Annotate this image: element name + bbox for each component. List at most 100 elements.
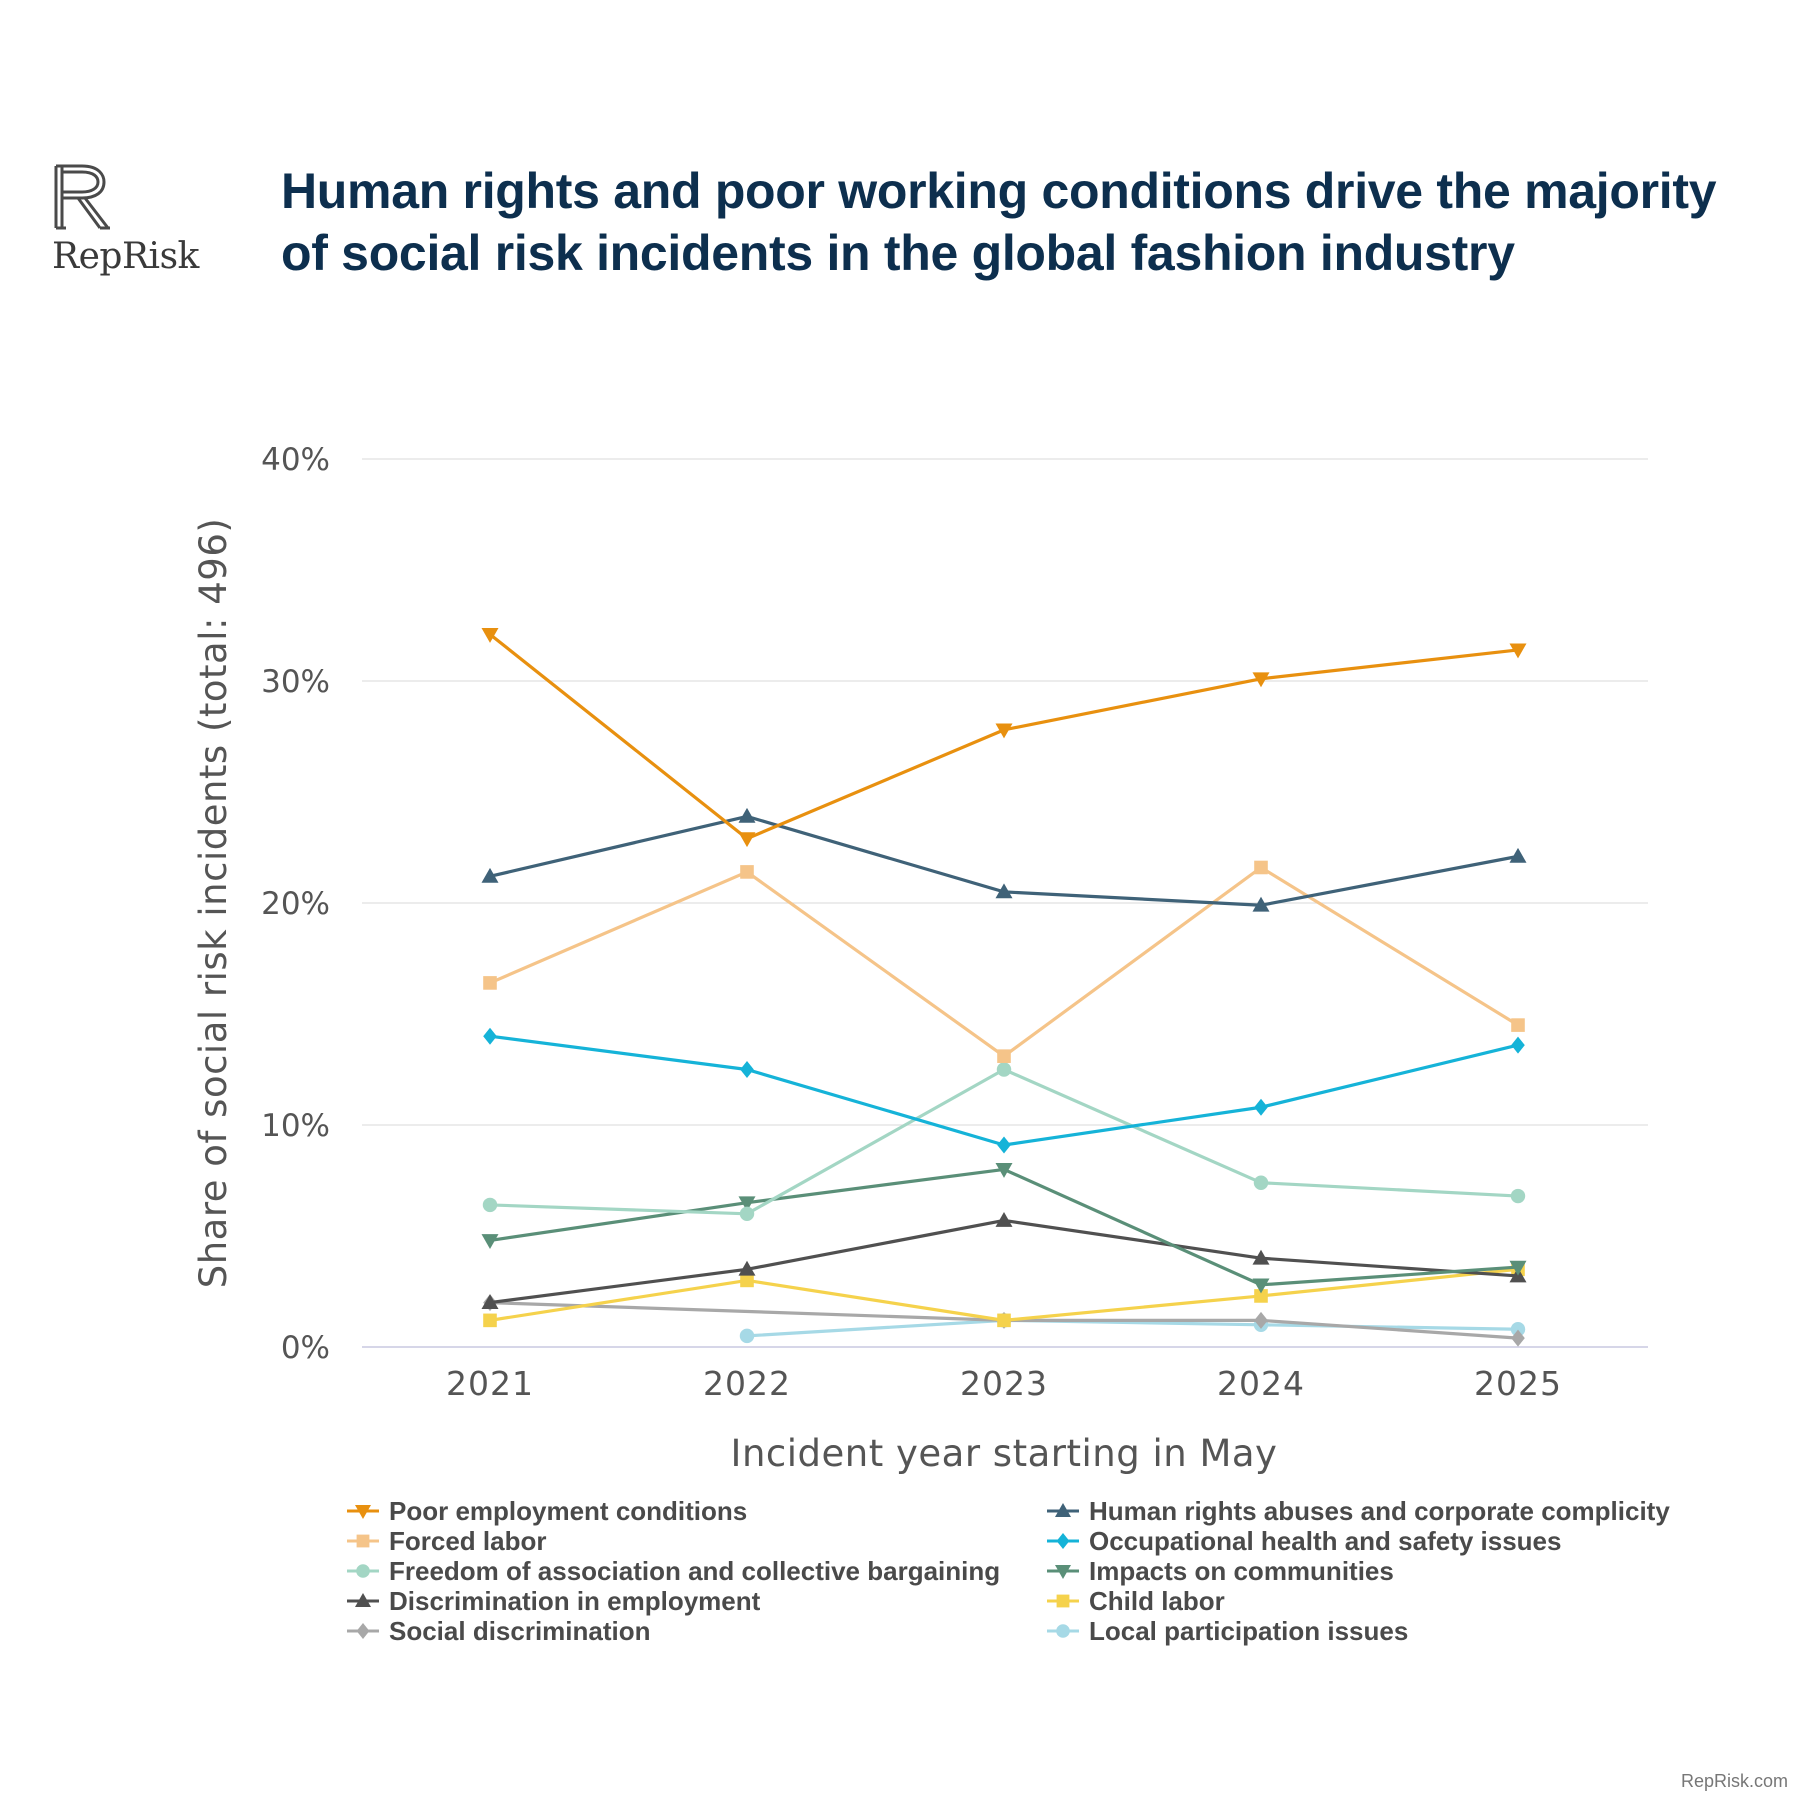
data-point: [740, 865, 754, 879]
legend-swatch: [347, 1564, 379, 1578]
data-point: [738, 832, 756, 848]
legend-label: Occupational health and safety issues: [1089, 1525, 1562, 1556]
legend-swatch: [1047, 1533, 1079, 1549]
series-discrimination-in-employment: [481, 1211, 1527, 1309]
y-tick-label: 40%: [261, 442, 330, 478]
data-point: [995, 1163, 1013, 1178]
legend-marker: [355, 1505, 371, 1519]
data-point: [483, 1027, 497, 1045]
legend-item: Social discrimination: [345, 1616, 1045, 1646]
data-point: [1252, 672, 1270, 688]
data-point: [1511, 1018, 1525, 1032]
legend-swatch: [1047, 1624, 1079, 1638]
legend-marker: [1056, 1533, 1070, 1549]
data-point: [995, 1211, 1013, 1227]
legend-label: Local participation issues: [1089, 1615, 1409, 1646]
data-point: [1510, 1188, 1526, 1204]
data-point: [1252, 1249, 1270, 1265]
legend-item: Local participation issues: [1045, 1616, 1715, 1646]
data-point: [1254, 1311, 1268, 1329]
footer-source: RepRisk.com: [1680, 1771, 1788, 1791]
data-point: [740, 1273, 754, 1288]
data-point: [481, 867, 499, 883]
series-local-participation-issues: [739, 1313, 1526, 1344]
x-axis-title: Incident year starting in May: [731, 1432, 1278, 1475]
data-point: [995, 883, 1013, 899]
data-point: [1254, 860, 1268, 875]
x-tick-label: 2025: [1474, 1364, 1562, 1403]
legend-swatch: [347, 1534, 379, 1548]
legend-item: Occupational health and safety issues: [1045, 1526, 1715, 1556]
data-point: [482, 1197, 498, 1213]
data-point: [738, 1260, 756, 1276]
legend-marker: [1055, 1565, 1071, 1579]
legend-item: Freedom of association and collective ba…: [345, 1556, 1045, 1586]
grid-lines: [362, 458, 1648, 1348]
data-point: [1254, 1289, 1268, 1303]
legend-label: Poor employment conditions: [389, 1495, 748, 1526]
legend-marker: [1055, 1503, 1071, 1517]
legend-label: Forced labor: [389, 1525, 547, 1556]
data-point: [1253, 1175, 1269, 1190]
data-point: [483, 976, 497, 990]
brand-name: RepRisk: [52, 236, 199, 277]
legend-marker: [356, 1564, 370, 1578]
y-tick-label: 0%: [281, 1330, 330, 1366]
y-tick-label: 30%: [261, 664, 330, 700]
chart-legend: Poor employment conditions Human rights a…: [345, 1496, 1715, 1646]
data-point: [738, 1196, 756, 1212]
series-forced-labor: [483, 860, 1525, 1063]
legend-label: Human rights abuses and corporate compli…: [1089, 1495, 1670, 1526]
data-point: [1254, 1098, 1268, 1116]
y-tick-label: 10%: [261, 1108, 330, 1144]
data-point: [1509, 847, 1527, 863]
data-point: [1252, 896, 1270, 912]
data-point: [483, 1313, 497, 1328]
reprisk-logo-icon: [54, 164, 110, 230]
legend-label: Child labor: [1089, 1585, 1225, 1616]
series-freedom-of-association-and-collective-bargaining: [482, 1062, 1526, 1222]
legend-label: Impacts on communities: [1089, 1555, 1394, 1586]
legend-marker: [356, 1534, 370, 1548]
legend-marker: [355, 1593, 371, 1607]
data-point: [996, 1062, 1012, 1077]
x-tick-label: 2024: [1217, 1364, 1305, 1403]
legend-item: Impacts on communities: [1045, 1556, 1715, 1586]
data-point: [481, 628, 499, 643]
legend-swatch: [1047, 1565, 1079, 1579]
legend-marker: [356, 1623, 370, 1639]
series-line: [746, 1318, 1519, 1338]
data-point: [1252, 1278, 1270, 1294]
series-line: [489, 1301, 1519, 1340]
series-human-rights-abuses-and-corporate-complicity: [481, 807, 1527, 912]
legend-swatch: [347, 1593, 379, 1607]
data-point: [481, 1234, 499, 1249]
legend-item: Discrimination in employment: [345, 1586, 1045, 1616]
legend-label: Discrimination in employment: [389, 1585, 761, 1616]
data-point: [739, 1328, 755, 1344]
legend-marker: [1056, 1624, 1070, 1638]
y-tick-label: 20%: [261, 886, 330, 922]
x-tick-label: 2023: [960, 1364, 1048, 1403]
legend-swatch: [347, 1623, 379, 1639]
data-point: [997, 1313, 1011, 1328]
legend-swatch: [1047, 1594, 1079, 1608]
data-point: [481, 1294, 499, 1309]
data-point: [997, 1136, 1011, 1154]
series-line: [489, 1218, 1519, 1305]
data-point: [740, 1061, 754, 1078]
series-occupational-health-and-safety-issues: [483, 1027, 1525, 1154]
data-point: [739, 1206, 755, 1222]
legend-swatch: [347, 1505, 379, 1519]
legend-marker: [1056, 1594, 1070, 1608]
data-point: [1511, 1329, 1525, 1347]
legend-item: Forced labor: [345, 1526, 1045, 1556]
data-point: [1510, 1322, 1526, 1337]
data-point: [995, 723, 1013, 739]
data-point: [1509, 1260, 1527, 1276]
data-point: [1511, 1036, 1525, 1054]
x-tick-label: 2022: [703, 1364, 791, 1403]
data-point: [997, 1049, 1011, 1063]
chart-title: Human rights and poor working conditions…: [281, 163, 1717, 281]
